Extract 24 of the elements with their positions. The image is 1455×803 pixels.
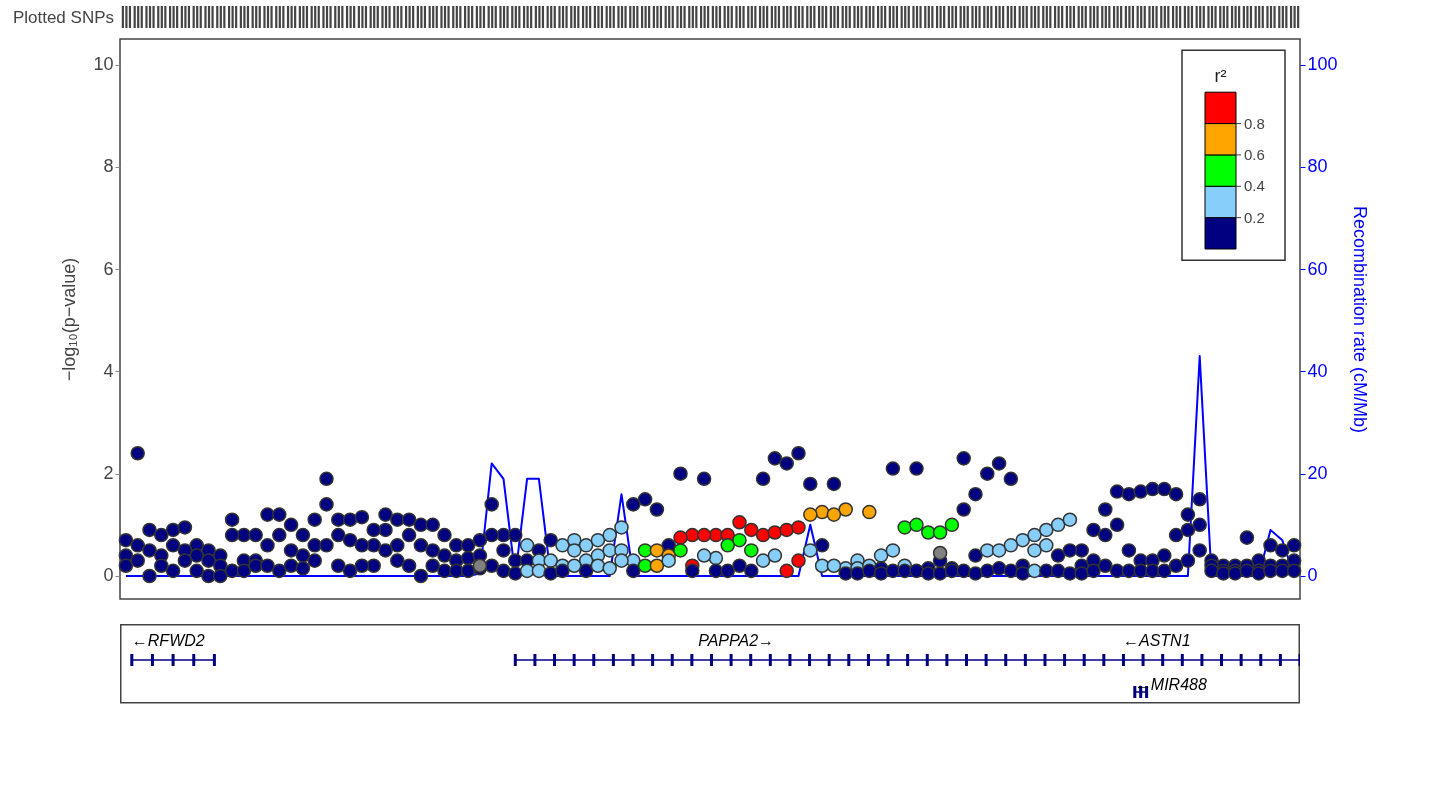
y2-tick-label: 20 (1307, 463, 1328, 484)
y-axis-title: −log₁₀(p−value) (59, 257, 80, 382)
text: PAPPA2→ (698, 632, 775, 650)
y-tick-label: 4 (103, 360, 114, 381)
text: ←ASTN1 (1123, 632, 1191, 650)
text: ←MIR488 (1134, 676, 1207, 694)
y-tick-label: 10 (93, 54, 114, 75)
y2-tick-label: 40 (1307, 360, 1328, 381)
y-tick-label: 2 (103, 463, 114, 484)
y2-tick-label: 0 (1307, 565, 1318, 586)
y-tick-label: 6 (103, 258, 114, 279)
text: Plotted SNPs (12, 8, 114, 28)
y2-axis-title: Recombination rate (cM/Mb) (1349, 205, 1370, 434)
text: ←RFWD2 (131, 632, 205, 650)
y-tick-label: 0 (103, 565, 114, 586)
annotation: 0.2 (1244, 208, 1265, 226)
y2-tick-label: 80 (1307, 156, 1328, 177)
annotation: 0.6 (1244, 145, 1265, 163)
y2-tick-label: 100 (1307, 54, 1338, 75)
color-bar-title: r² (1214, 66, 1227, 87)
y2-tick-label: 60 (1307, 258, 1328, 279)
y-tick-label: 8 (103, 156, 114, 177)
annotation: 0.8 (1244, 114, 1265, 132)
annotation: 0.4 (1244, 177, 1265, 195)
